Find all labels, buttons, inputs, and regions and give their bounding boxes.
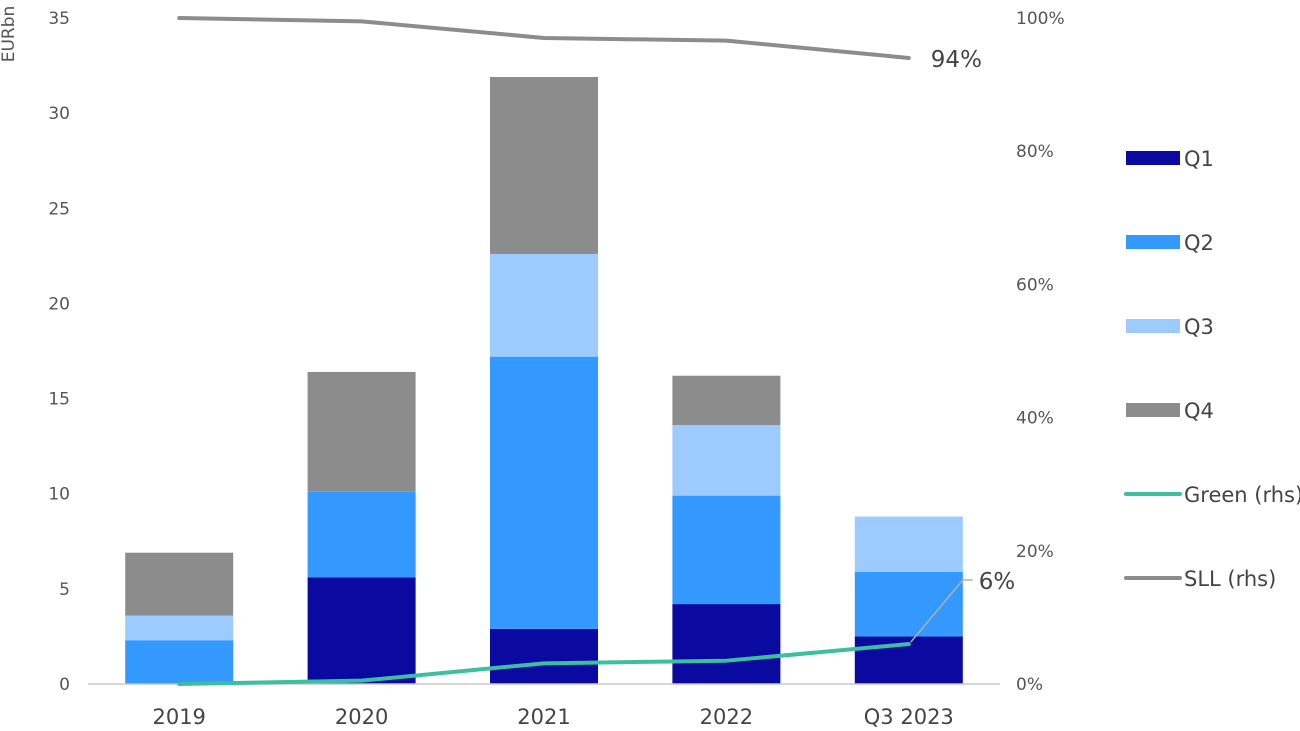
- bar-q2: [125, 640, 234, 684]
- legend-swatch: [1126, 235, 1180, 249]
- y-tick-label: 30: [48, 104, 70, 124]
- y-tick-label: 35: [48, 9, 70, 29]
- y-tick-label: 15: [48, 390, 70, 410]
- bar-q3: [490, 253, 598, 357]
- legend-swatch: [1126, 319, 1180, 333]
- bar-q1: [307, 577, 416, 684]
- legend-label: Q2: [1184, 231, 1214, 255]
- y-axis-title: EURbn: [0, 6, 19, 63]
- bar-q1: [672, 604, 781, 684]
- line-green: [177, 642, 911, 686]
- legend-label: SLL (rhs): [1184, 567, 1276, 591]
- y2-tick-label: 0%: [1016, 675, 1043, 695]
- annotation-green: 6%: [979, 569, 1016, 595]
- x-tick-label: 2020: [335, 705, 388, 729]
- legend-swatch: [1126, 403, 1180, 417]
- bar-q4: [490, 76, 598, 254]
- x-tick-label: 2021: [517, 705, 570, 729]
- bar-q1: [490, 628, 598, 684]
- y-tick-label: 20: [48, 294, 70, 314]
- x-tick-label: 2019: [152, 705, 205, 729]
- bar-q3: [672, 425, 781, 496]
- y2-tick-label: 80%: [1016, 142, 1054, 162]
- bar-q3: [125, 615, 234, 641]
- legend-swatch: [1126, 151, 1180, 165]
- bar-q4: [125, 552, 234, 616]
- bar-q4: [307, 371, 416, 492]
- y2-tick-label: 60%: [1016, 275, 1054, 295]
- y-tick-label: 0: [59, 675, 70, 695]
- y2-tick-label: 100%: [1016, 9, 1065, 29]
- bar-q2: [854, 571, 963, 637]
- bar-q4: [672, 375, 781, 426]
- bar-q2: [490, 356, 598, 629]
- y2-tick-label: 20%: [1016, 542, 1054, 562]
- y-tick-label: 25: [48, 199, 70, 219]
- bar-q2: [672, 495, 781, 605]
- y-tick-label: 10: [48, 485, 70, 505]
- legend-label: Green (rhs): [1184, 483, 1300, 507]
- line-sll: [177, 16, 911, 60]
- legend-label: Q4: [1184, 399, 1214, 423]
- x-tick-label: 2022: [700, 705, 753, 729]
- annotation-leader-line: [910, 579, 964, 643]
- legend-label: Q3: [1184, 315, 1214, 339]
- y2-tick-label: 40%: [1016, 409, 1054, 429]
- x-tick-label: Q3 2023: [864, 705, 954, 729]
- annotation-sll: 94%: [931, 47, 982, 73]
- legend-label: Q1: [1184, 147, 1214, 171]
- y-tick-label: 5: [59, 580, 70, 600]
- bar-q2: [307, 491, 416, 578]
- bar-q3: [854, 516, 963, 572]
